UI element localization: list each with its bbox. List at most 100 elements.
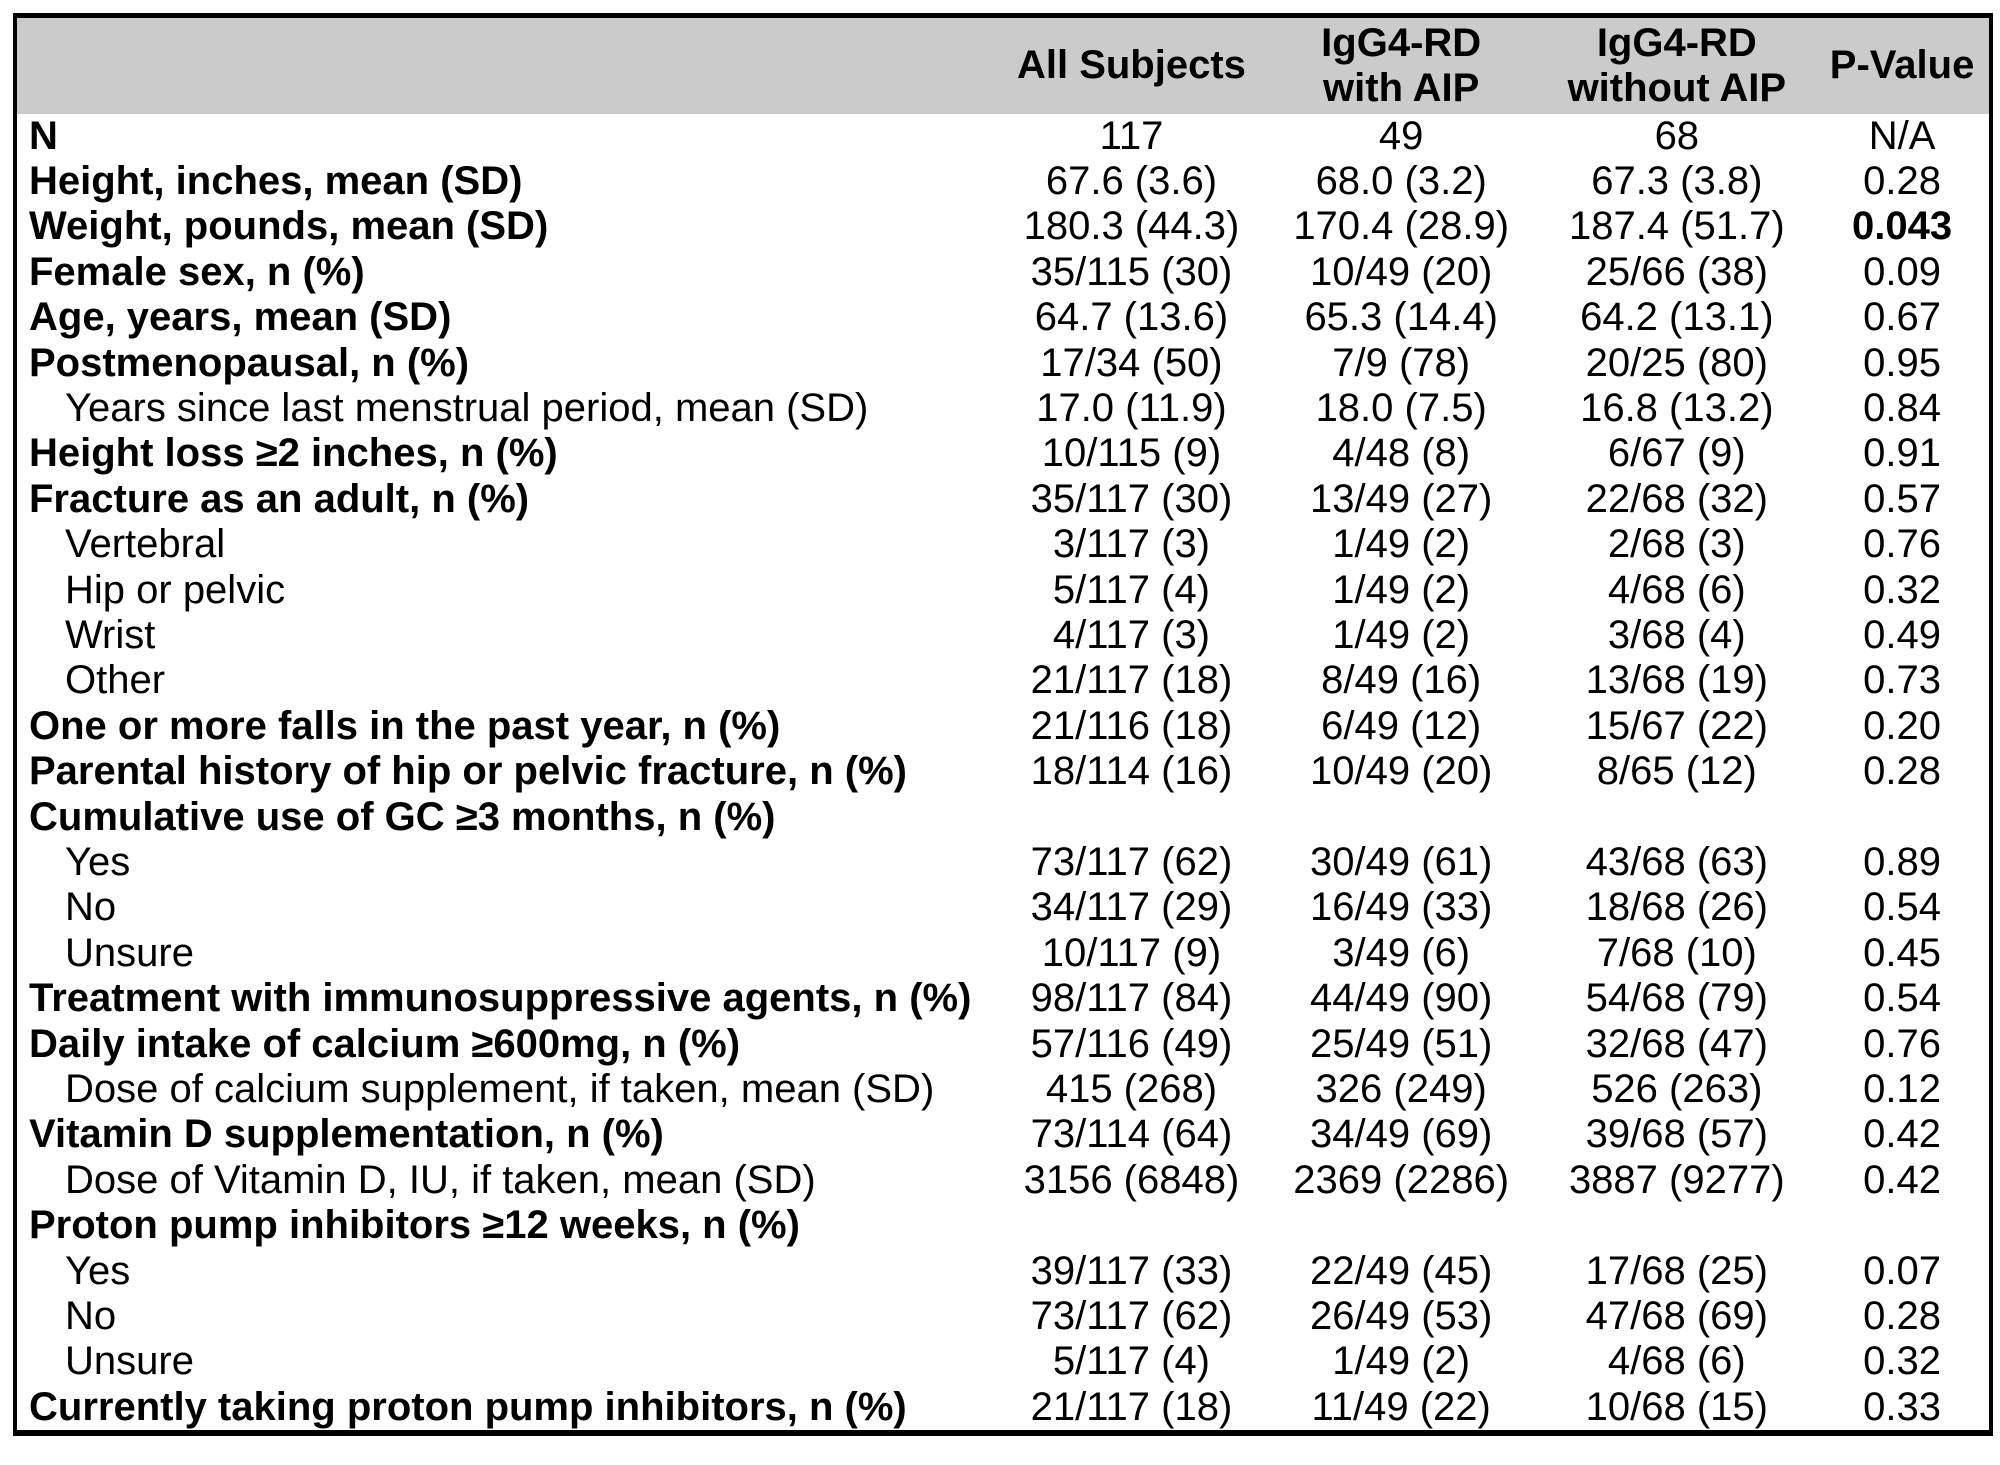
table-row: N 117 49 68 N/A: [15, 114, 1991, 159]
value-cell: 18/114 (16): [1030, 749, 1233, 794]
row-label: Dose of Vitamin D, IU, if taken, mean (S…: [65, 1157, 816, 1202]
row-label: Parental history of hip or pelvic fractu…: [29, 749, 907, 794]
row-label: No: [65, 885, 117, 930]
p-value-cell: 0.91: [1863, 431, 1941, 476]
p-value-cell: 0.76: [1863, 1021, 1941, 1066]
value-cell: 13/68 (19): [1585, 658, 1768, 703]
row-label: Years since last menstrual period, mean …: [65, 385, 869, 430]
value-cell: 3/117 (3): [1052, 522, 1211, 567]
row-label: Other: [65, 658, 166, 703]
table-row: Height, inches, mean (SD) 67.6 (3.6) 68.…: [15, 159, 1991, 204]
table-row: One or more falls in the past year, n (%…: [15, 704, 1991, 749]
value-cell: 10/68 (15): [1585, 1384, 1768, 1429]
value-cell: [999, 1203, 1264, 1248]
value-cell: 54/68 (79): [1585, 976, 1768, 1021]
row-label: Vitamin D supplementation, n (%): [29, 1112, 664, 1157]
p-value-cell: 0.28: [1863, 158, 1941, 203]
value-cell: 18.0 (7.5): [1315, 385, 1487, 430]
value-cell: 44/49 (90): [1310, 976, 1493, 1021]
value-cell: 16/49 (33): [1310, 885, 1493, 930]
value-cell: 7/68 (10): [1596, 930, 1757, 975]
p-value-cell: 0.54: [1863, 976, 1941, 1021]
value-cell: 4/68 (6): [1607, 567, 1746, 612]
value-cell: 57/116 (49): [1030, 1021, 1233, 1066]
row-label: Dose of calcium supplement, if taken, me…: [65, 1067, 935, 1112]
row-label: Postmenopausal, n (%): [29, 340, 470, 385]
p-value-cell: 0.28: [1863, 749, 1941, 794]
p-value-cell: 0.42: [1863, 1157, 1941, 1202]
value-cell: 5/117 (4): [1052, 567, 1211, 612]
col-header-igg4rd-with-aip: IgG4-RD with AIP: [1321, 20, 1482, 110]
table-row: Age, years, mean (SD) 64.7 (13.6) 65.3 (…: [15, 295, 1991, 340]
value-cell: 17/68 (25): [1585, 1248, 1768, 1293]
value-cell: 47/68 (69): [1585, 1294, 1768, 1339]
value-cell: 26/49 (53): [1310, 1294, 1493, 1339]
table-row: Dose of Vitamin D, IU, if taken, mean (S…: [15, 1158, 1991, 1203]
row-label: Fracture as an adult, n (%): [29, 476, 530, 521]
table-row: Postmenopausal, n (%) 17/34 (50) 7/9 (78…: [15, 341, 1991, 386]
value-cell: 11/49 (22): [1311, 1384, 1491, 1429]
row-label: Hip or pelvic: [65, 567, 286, 612]
p-value-cell: 0.12: [1863, 1067, 1941, 1112]
value-cell: 4/117 (3): [1052, 612, 1211, 657]
characteristics-table-container: All Subjects IgG4-RD with AIP IgG4-RD wi…: [13, 13, 1993, 1437]
row-label: Age, years, mean (SD): [29, 295, 452, 340]
value-cell: 32/68 (47): [1585, 1021, 1768, 1066]
table-row: Female sex, n (%) 35/115 (30) 10/49 (20)…: [15, 250, 1991, 295]
row-label: Height, inches, mean (SD): [29, 158, 523, 203]
value-cell: 4/68 (6): [1607, 1339, 1746, 1384]
table-row: No 73/117 (62) 26/49 (53) 47/68 (69) 0.2…: [15, 1294, 1991, 1339]
value-cell: 6/67 (9): [1607, 431, 1746, 476]
p-value-cell: 0.09: [1863, 249, 1941, 294]
value-cell: 39/68 (57): [1585, 1112, 1768, 1157]
table-row: Yes 39/117 (33) 22/49 (45) 17/68 (25) 0.…: [15, 1249, 1991, 1294]
value-cell: 10/117 (9): [1041, 930, 1222, 975]
value-cell: 68.0 (3.2): [1315, 158, 1487, 203]
value-cell: 49: [1378, 113, 1424, 158]
row-label: Wrist: [65, 612, 156, 657]
value-cell: 67.3 (3.8): [1591, 158, 1763, 203]
value-cell: 1/49 (2): [1332, 1339, 1471, 1384]
p-value-cell: 0.73: [1863, 658, 1941, 703]
p-value-cell: 0.42: [1863, 1112, 1941, 1157]
value-cell: 170.4 (28.9): [1293, 204, 1510, 249]
table-row: Weight, pounds, mean (SD) 180.3 (44.3) 1…: [15, 204, 1991, 249]
table-row: Proton pump inhibitors ≥12 weeks, n (%): [15, 1203, 1991, 1248]
p-value-cell: [1815, 1203, 1991, 1248]
table-row: Years since last menstrual period, mean …: [15, 386, 1991, 431]
table-row: No 34/117 (29) 16/49 (33) 18/68 (26) 0.5…: [15, 885, 1991, 930]
value-cell: 3/68 (4): [1607, 612, 1746, 657]
value-cell: 35/115 (30): [1030, 249, 1233, 294]
col-header-label: [15, 16, 999, 114]
table-row: Currently taking proton pump inhibitors,…: [15, 1385, 1991, 1433]
value-cell: 16.8 (13.2): [1580, 385, 1774, 430]
value-cell: 20/25 (80): [1585, 340, 1768, 385]
p-value-cell: 0.57: [1863, 476, 1941, 521]
table-body: N 117 49 68 N/A Height, inches, mean (SD…: [15, 114, 1991, 1434]
table-row: Daily intake of calcium ≥600mg, n (%) 57…: [15, 1022, 1991, 1067]
value-cell: 1/49 (2): [1332, 522, 1471, 567]
value-cell: 3887 (9277): [1568, 1157, 1785, 1202]
value-cell: 187.4 (51.7): [1568, 204, 1785, 249]
row-label: Vertebral: [65, 522, 226, 567]
p-value-cell: 0.67: [1863, 295, 1941, 340]
table-row: Vertebral 3/117 (3) 1/49 (2) 2/68 (3) 0.…: [15, 522, 1991, 567]
value-cell: 1/49 (2): [1332, 567, 1471, 612]
value-cell: 2/68 (3): [1607, 522, 1746, 567]
row-label: No: [65, 1294, 117, 1339]
table-row: Treatment with immunosuppressive agents,…: [15, 976, 1991, 1021]
value-cell: 64.2 (13.1): [1580, 295, 1774, 340]
value-cell: 8/49 (16): [1321, 658, 1482, 703]
value-cell: 6/49 (12): [1321, 703, 1482, 748]
value-cell: 10/49 (20): [1310, 749, 1493, 794]
value-cell: 39/117 (33): [1030, 1248, 1233, 1293]
value-cell: 35/117 (30): [1030, 476, 1233, 521]
value-cell: [1539, 795, 1816, 840]
row-label: Yes: [65, 840, 131, 884]
value-cell: 25/49 (51): [1310, 1021, 1493, 1066]
table-row: Fracture as an adult, n (%) 35/117 (30) …: [15, 477, 1991, 522]
p-value-cell: 0.043: [1852, 204, 1953, 249]
table-row: Cumulative use of GC ≥3 months, n (%): [15, 795, 1991, 840]
p-value-cell: 0.49: [1863, 612, 1941, 657]
value-cell: 4/48 (8): [1332, 431, 1471, 476]
